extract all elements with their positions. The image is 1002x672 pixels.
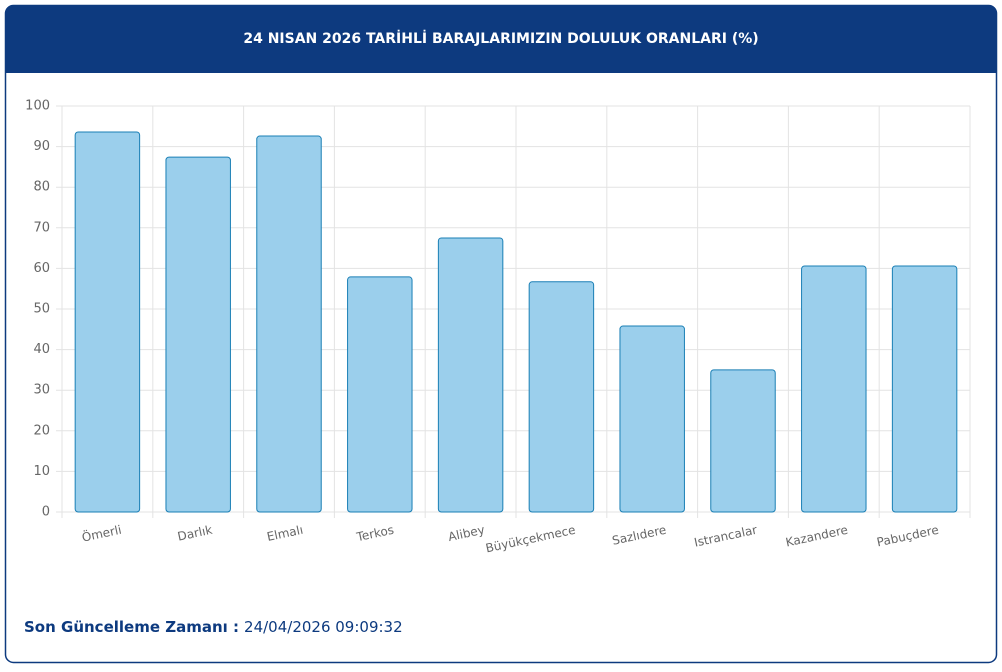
y-tick-label: 90	[33, 139, 50, 154]
bar	[801, 265, 867, 513]
footer-label: Son Güncelleme Zamanı :	[24, 618, 239, 636]
y-tick-label: 30	[33, 383, 50, 398]
footer-value: 24/04/2026 09:09:32	[244, 618, 403, 636]
y-tick-label: 10	[33, 464, 50, 479]
y-tick-label: 50	[33, 302, 50, 317]
footer: Son Güncelleme Zamanı : 24/04/2026 09:09:…	[24, 618, 403, 636]
y-tick-label: 80	[33, 180, 50, 195]
y-tick-label: 60	[33, 261, 50, 276]
bar	[437, 237, 504, 513]
bar	[74, 131, 141, 513]
y-tick-label: 70	[33, 220, 50, 235]
y-tick-label: 100	[25, 99, 50, 114]
chart-title: 24 NISAN 2026 TARİHLİ BARAJLARIMIZIN DOL…	[243, 30, 758, 47]
bar	[891, 265, 958, 513]
bar	[256, 135, 322, 513]
y-tick-label: 0	[42, 505, 50, 520]
header	[5, 5, 997, 73]
y-tick-label: 20	[33, 423, 50, 438]
bar	[165, 156, 231, 513]
bar	[619, 325, 685, 513]
bar	[710, 369, 776, 513]
bar	[347, 276, 413, 513]
y-tick-label: 40	[33, 342, 50, 357]
bar	[528, 281, 595, 513]
